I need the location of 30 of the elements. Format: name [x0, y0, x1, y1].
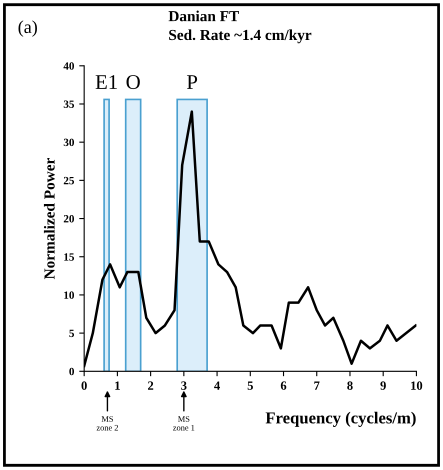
- band-label: P: [186, 75, 198, 89]
- x-tick-label: 3: [181, 381, 187, 390]
- text: MS zone 2: [96, 416, 118, 431]
- y-tick-label: 10: [64, 291, 74, 299]
- y-tick-label: 30: [64, 138, 74, 146]
- y-tick-label: 25: [64, 176, 74, 184]
- x-axis-title: Frequency (cycles/m): [266, 412, 416, 427]
- x-tick-label: 0: [82, 381, 87, 390]
- text: MS zone 1: [173, 416, 194, 431]
- band-label: O: [126, 75, 140, 90]
- x-tick-label: 9: [380, 381, 386, 390]
- x-tick-label: 8: [347, 381, 353, 390]
- band-label: E1: [96, 75, 117, 89]
- x-tick-label: 2: [148, 381, 154, 390]
- y-tick-label: 40: [63, 62, 74, 70]
- chart-title: Danian FT: [168, 10, 239, 22]
- x-tick-label: 1: [115, 381, 120, 390]
- text: (a): [18, 20, 37, 37]
- y-tick-label: 15: [64, 253, 74, 261]
- x-tick-label: 7: [314, 382, 320, 390]
- y-tick-label: 35: [64, 100, 74, 108]
- x-tick-label: 4: [214, 381, 220, 390]
- y-tick-label: 5: [69, 330, 74, 338]
- y-axis-title: Normalized Power: [44, 158, 55, 280]
- chart-subtitle: Sed. Rate ~1.4 cm/kyr: [169, 29, 312, 44]
- y-tick-label: 20: [64, 215, 74, 223]
- x-tick-label: 5: [248, 382, 253, 390]
- y-tick-label: 0: [69, 368, 74, 376]
- x-tick-label: 6: [280, 381, 286, 390]
- x-tick-label: 10: [411, 381, 422, 390]
